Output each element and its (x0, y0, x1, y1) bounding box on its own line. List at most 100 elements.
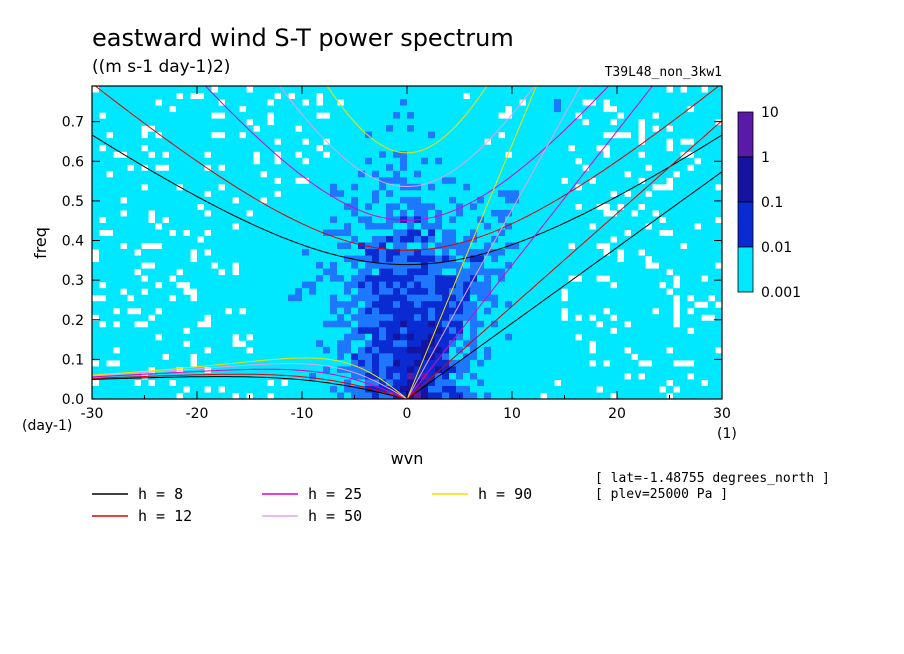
power-cell (344, 99, 352, 107)
power-cell (449, 131, 457, 139)
power-cell (169, 164, 177, 172)
power-cell (218, 275, 226, 283)
power-cell (169, 262, 177, 270)
power-cell (491, 242, 499, 250)
power-cell (715, 392, 722, 399)
power-cell (435, 131, 443, 139)
kelvin-curve (406, 86, 654, 399)
power-cell (113, 281, 121, 289)
power-cell (414, 105, 422, 113)
power-cell (631, 118, 639, 126)
power-cell (519, 314, 527, 322)
power-cell (645, 281, 653, 289)
power-cell (148, 222, 156, 231)
power-cell (470, 340, 478, 348)
power-cell (330, 138, 338, 146)
power-cell (631, 183, 639, 191)
power-cell (421, 216, 429, 224)
power-cell (274, 183, 282, 191)
power-cell (281, 170, 289, 178)
power-cell (589, 262, 597, 270)
power-cell (463, 190, 471, 198)
power-cell (435, 125, 443, 133)
power-cell (183, 249, 191, 257)
power-cell (183, 294, 191, 302)
power-cell (162, 392, 170, 399)
power-cell (323, 385, 331, 394)
power-cell (624, 294, 632, 302)
power-cell (316, 209, 324, 218)
power-cell (477, 183, 485, 191)
power-cell (99, 268, 107, 276)
power-cell (540, 164, 548, 172)
power-cell (379, 209, 387, 218)
power-cell (169, 99, 177, 107)
power-cell (120, 125, 128, 133)
power-cell (421, 131, 429, 139)
power-cell (127, 92, 135, 100)
power-cell (183, 333, 191, 341)
power-cell (309, 255, 317, 263)
power-cell (351, 157, 359, 165)
power-cell (288, 385, 296, 394)
power-cell (365, 372, 373, 381)
power-cell (309, 209, 317, 218)
power-cell (540, 131, 548, 139)
power-cell (92, 164, 100, 172)
power-cell (428, 99, 436, 107)
power-cell (155, 92, 163, 100)
power-cell (624, 288, 632, 296)
power-cell (155, 385, 163, 394)
power-cell (505, 359, 513, 367)
power-cell (162, 314, 170, 322)
power-cell (603, 138, 611, 146)
power-cell (386, 209, 394, 218)
power-cell (330, 385, 338, 394)
power-cell (183, 203, 191, 211)
power-cell (232, 275, 240, 283)
power-cell (617, 281, 625, 289)
power-cell (141, 229, 149, 237)
power-cell (589, 301, 597, 309)
power-cell (617, 118, 625, 126)
power-cell (183, 157, 191, 165)
power-cell (512, 229, 520, 237)
power-cell (701, 340, 709, 348)
power-cell (316, 379, 324, 387)
power-cell (386, 372, 394, 381)
power-cell (638, 353, 646, 361)
power-cell (253, 209, 261, 218)
power-cell (365, 86, 373, 94)
power-cell (582, 268, 590, 276)
power-cell (358, 327, 366, 335)
power-cell (519, 86, 527, 94)
power-cell (610, 379, 618, 387)
power-cell (659, 359, 667, 367)
power-cell (204, 86, 212, 94)
power-cell (540, 288, 548, 296)
power-cell (169, 301, 177, 309)
power-cell (393, 203, 401, 211)
power-cell (155, 262, 163, 270)
power-cell (435, 281, 443, 289)
power-cell (442, 235, 450, 244)
power-cell (610, 196, 618, 204)
power-cell (337, 112, 345, 120)
power-cell (547, 92, 555, 100)
power-cell (428, 164, 436, 172)
power-cell (358, 275, 366, 283)
power-cell (141, 294, 149, 302)
power-cell (309, 314, 317, 322)
power-cell (99, 333, 107, 341)
power-cell (218, 249, 226, 257)
power-cell (477, 314, 485, 322)
power-cell (274, 268, 282, 276)
power-cell (106, 288, 114, 296)
power-cell (708, 118, 716, 126)
power-cell (330, 131, 338, 139)
power-cell (554, 333, 562, 341)
power-cell (316, 203, 324, 211)
power-cell (701, 333, 709, 341)
power-cell (435, 209, 443, 218)
power-cell (302, 249, 310, 257)
